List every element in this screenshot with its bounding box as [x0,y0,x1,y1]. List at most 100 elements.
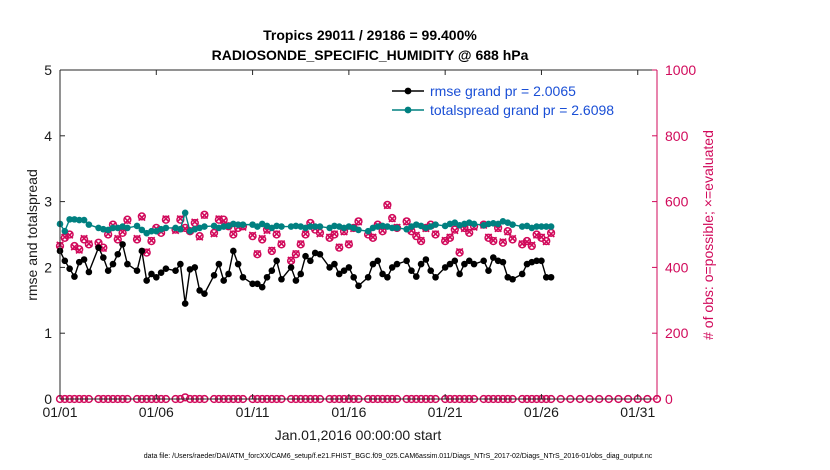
data-point [254,223,261,230]
obs-possible-marker [450,225,459,234]
data-point [518,270,526,278]
data-point [143,277,150,284]
data-file-footnote: data file: /Users/raeder/DAI/ATM_forcXX/… [144,453,653,460]
data-point [393,260,401,268]
data-point [446,260,454,268]
data-point [456,270,463,278]
obs-evaluated-marker [277,239,286,248]
data-point [157,269,165,276]
data-point [490,220,497,227]
data-point [311,223,319,230]
data-point [234,260,242,268]
y-right-tick-label: 1000 [665,62,696,78]
data-point [480,257,487,265]
data-point [331,260,338,268]
data-point [234,221,242,228]
data-point [355,282,362,290]
data-point [230,247,237,255]
obs-possible-marker [527,241,536,251]
data-point [109,260,117,268]
data-point [75,258,83,266]
obs-evaluated-marker [147,236,156,245]
data-point [177,260,184,268]
obs-possible-marker [296,240,305,249]
legend-rmse-label: rmse grand pr = 2.0065 [430,83,576,99]
obs-possible-marker [132,235,142,244]
data-point [470,260,478,268]
obs-evaluated-marker [85,239,93,248]
obs-evaluated-marker [542,237,551,246]
y-left-tick-label: 0 [44,391,52,407]
data-point [66,265,73,273]
y-left-tick-label: 2 [44,259,52,275]
data-point [403,225,410,233]
x-tick-label: 01/16 [331,404,366,420]
chart-subtitle: RADIOSONDE_SPECIFIC_HUMIDITY @ 688 hPa [212,47,529,63]
obs-possible-marker [431,230,440,239]
obs-possible-marker [402,217,411,226]
obs-possible-marker [147,236,156,246]
data-point [518,223,526,230]
obs-evaluated-marker [325,233,334,241]
obs-possible-marker [455,248,464,257]
obs-possible-marker [65,230,74,239]
obs-possible-marker [412,231,421,241]
obs-evaluated-marker [508,234,517,243]
y-left-tick-label: 5 [44,62,52,78]
legend: rmse grand pr = 2.0065 totalspread grand… [384,79,654,123]
obs-evaluated-marker [402,218,411,226]
obs-evaluated-marker [547,230,555,238]
data-point [254,280,261,288]
data-point [538,257,545,265]
obs-evaluated-marker [61,233,69,241]
data-point [340,267,348,274]
data-point [316,223,324,230]
data-point [124,224,131,232]
obs-evaluated-marker [195,233,204,241]
data-point [451,219,459,226]
data-point [85,221,93,228]
y-left-tick-label: 1 [44,325,52,341]
data-point [485,220,492,228]
x-tick-label: 01/01 [42,404,77,420]
obs-possible-marker [368,233,378,242]
obs-possible-marker [416,236,426,246]
data-point [287,264,295,271]
obs-possible-marker [195,231,204,241]
data-point [133,222,141,230]
series-1 [56,209,555,237]
obs-evaluated-marker [229,230,238,238]
data-point [408,267,415,274]
y-right-tick-label: 400 [665,259,689,275]
data-point [201,290,208,298]
obs-evaluated-marker [296,239,305,248]
obs-possible-marker [498,238,508,247]
data-point [172,267,179,274]
data-point [335,270,343,278]
obs-evaluated-marker [191,218,199,226]
obs-evaluated-marker [268,246,276,255]
obs-possible-marker [200,210,209,219]
obs-possible-marker [267,246,276,256]
data-point [374,257,382,265]
data-point [547,223,555,230]
data-point [239,273,247,281]
data-point [95,244,102,251]
obs-evaluated-marker [114,234,122,243]
obs-possible-marker [209,228,219,238]
data-point [297,270,305,278]
data-point [316,250,324,258]
obs-possible-marker [253,250,262,259]
data-point [220,277,227,284]
data-point [71,216,78,223]
obs-evaluated-marker [503,228,512,236]
data-point [441,264,449,271]
data-point [124,260,131,268]
obs-evaluated-marker [123,216,132,225]
data-point [509,221,516,228]
data-point [307,257,314,265]
obs-evaluated-marker [70,243,79,251]
data-point [461,260,468,268]
obs-evaluated-marker [301,230,310,238]
obs-possible-marker [84,240,94,249]
